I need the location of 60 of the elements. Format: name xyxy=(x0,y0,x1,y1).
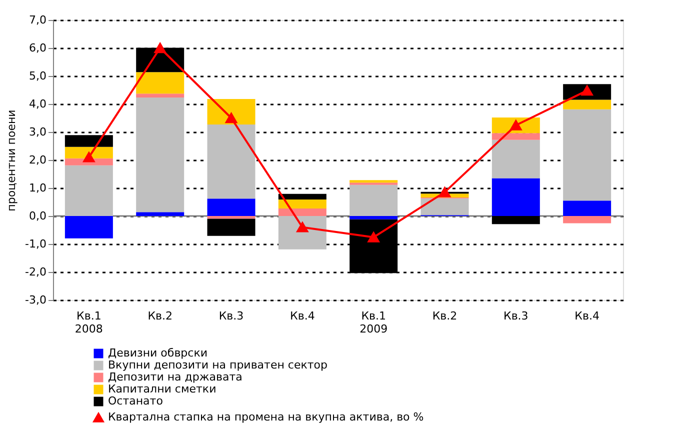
y-tick-label: 7,0 xyxy=(29,14,46,26)
bar xyxy=(207,218,256,236)
y-axis-title: процентни поени xyxy=(5,110,18,212)
legend-label: Капитални сметки xyxy=(108,382,216,396)
point xyxy=(510,120,522,130)
x-tick-label: Кв.4 xyxy=(574,310,600,322)
bar xyxy=(350,180,398,183)
x-tick-label: Кв.3 xyxy=(218,310,244,322)
bar xyxy=(207,124,256,199)
point xyxy=(581,85,593,96)
legend-label: Квартална стапка на промена на вкупна актива, во % xyxy=(108,410,424,424)
bar xyxy=(278,194,326,200)
y-tick-label: 2,0 xyxy=(29,154,46,166)
bar xyxy=(278,199,326,208)
x-tick-label: Кв.3 xyxy=(504,310,528,322)
y-tick-label: 5,0 xyxy=(29,70,46,82)
bar xyxy=(136,212,184,216)
x-tick-label: Кв.1 2009 xyxy=(360,310,388,336)
bar xyxy=(278,216,326,250)
bar xyxy=(350,216,398,220)
bar xyxy=(563,216,612,224)
point xyxy=(226,112,237,124)
y-tick-label: 0,0 xyxy=(29,210,46,222)
bar xyxy=(492,178,540,216)
legend-label: Девизни обврски xyxy=(108,346,208,360)
bar xyxy=(64,146,113,158)
point xyxy=(439,187,450,198)
point xyxy=(368,232,380,242)
bar xyxy=(420,198,469,216)
point xyxy=(154,42,166,54)
legend-label: Депозити на државата xyxy=(108,370,242,384)
bar xyxy=(492,140,540,178)
y-tick-label: 4,0 xyxy=(29,98,46,110)
legend-label: Останато xyxy=(108,394,164,408)
x-tick-label: Кв.1 2008 xyxy=(74,310,103,336)
y-tick-label: 6,0 xyxy=(29,42,46,54)
point xyxy=(83,152,95,162)
bar xyxy=(207,216,256,219)
bar xyxy=(207,198,256,216)
bar xyxy=(563,100,612,110)
bar xyxy=(136,94,184,98)
bar xyxy=(64,165,113,216)
y-tick-label: 3,0 xyxy=(29,126,46,138)
y-tick-label: -1,0 xyxy=(25,238,46,250)
bar xyxy=(278,208,326,216)
bar xyxy=(136,72,184,94)
bar xyxy=(350,184,398,216)
y-tick-label: -3,0 xyxy=(25,294,46,306)
y-tick-label: -2,0 xyxy=(25,266,46,278)
bar xyxy=(563,200,612,216)
x-tick-label: Кв.4 xyxy=(290,310,315,322)
x-tick-label: Кв.2 xyxy=(148,310,172,322)
legend-label: Вкупни депозити на приватен сектор xyxy=(108,358,328,372)
bar xyxy=(563,109,612,201)
bar xyxy=(492,133,540,140)
point xyxy=(296,222,308,232)
y-tick-label: 1,0 xyxy=(29,182,46,194)
x-tick-label: Кв.2 xyxy=(432,310,458,322)
bar xyxy=(64,216,113,238)
bar xyxy=(136,98,184,212)
